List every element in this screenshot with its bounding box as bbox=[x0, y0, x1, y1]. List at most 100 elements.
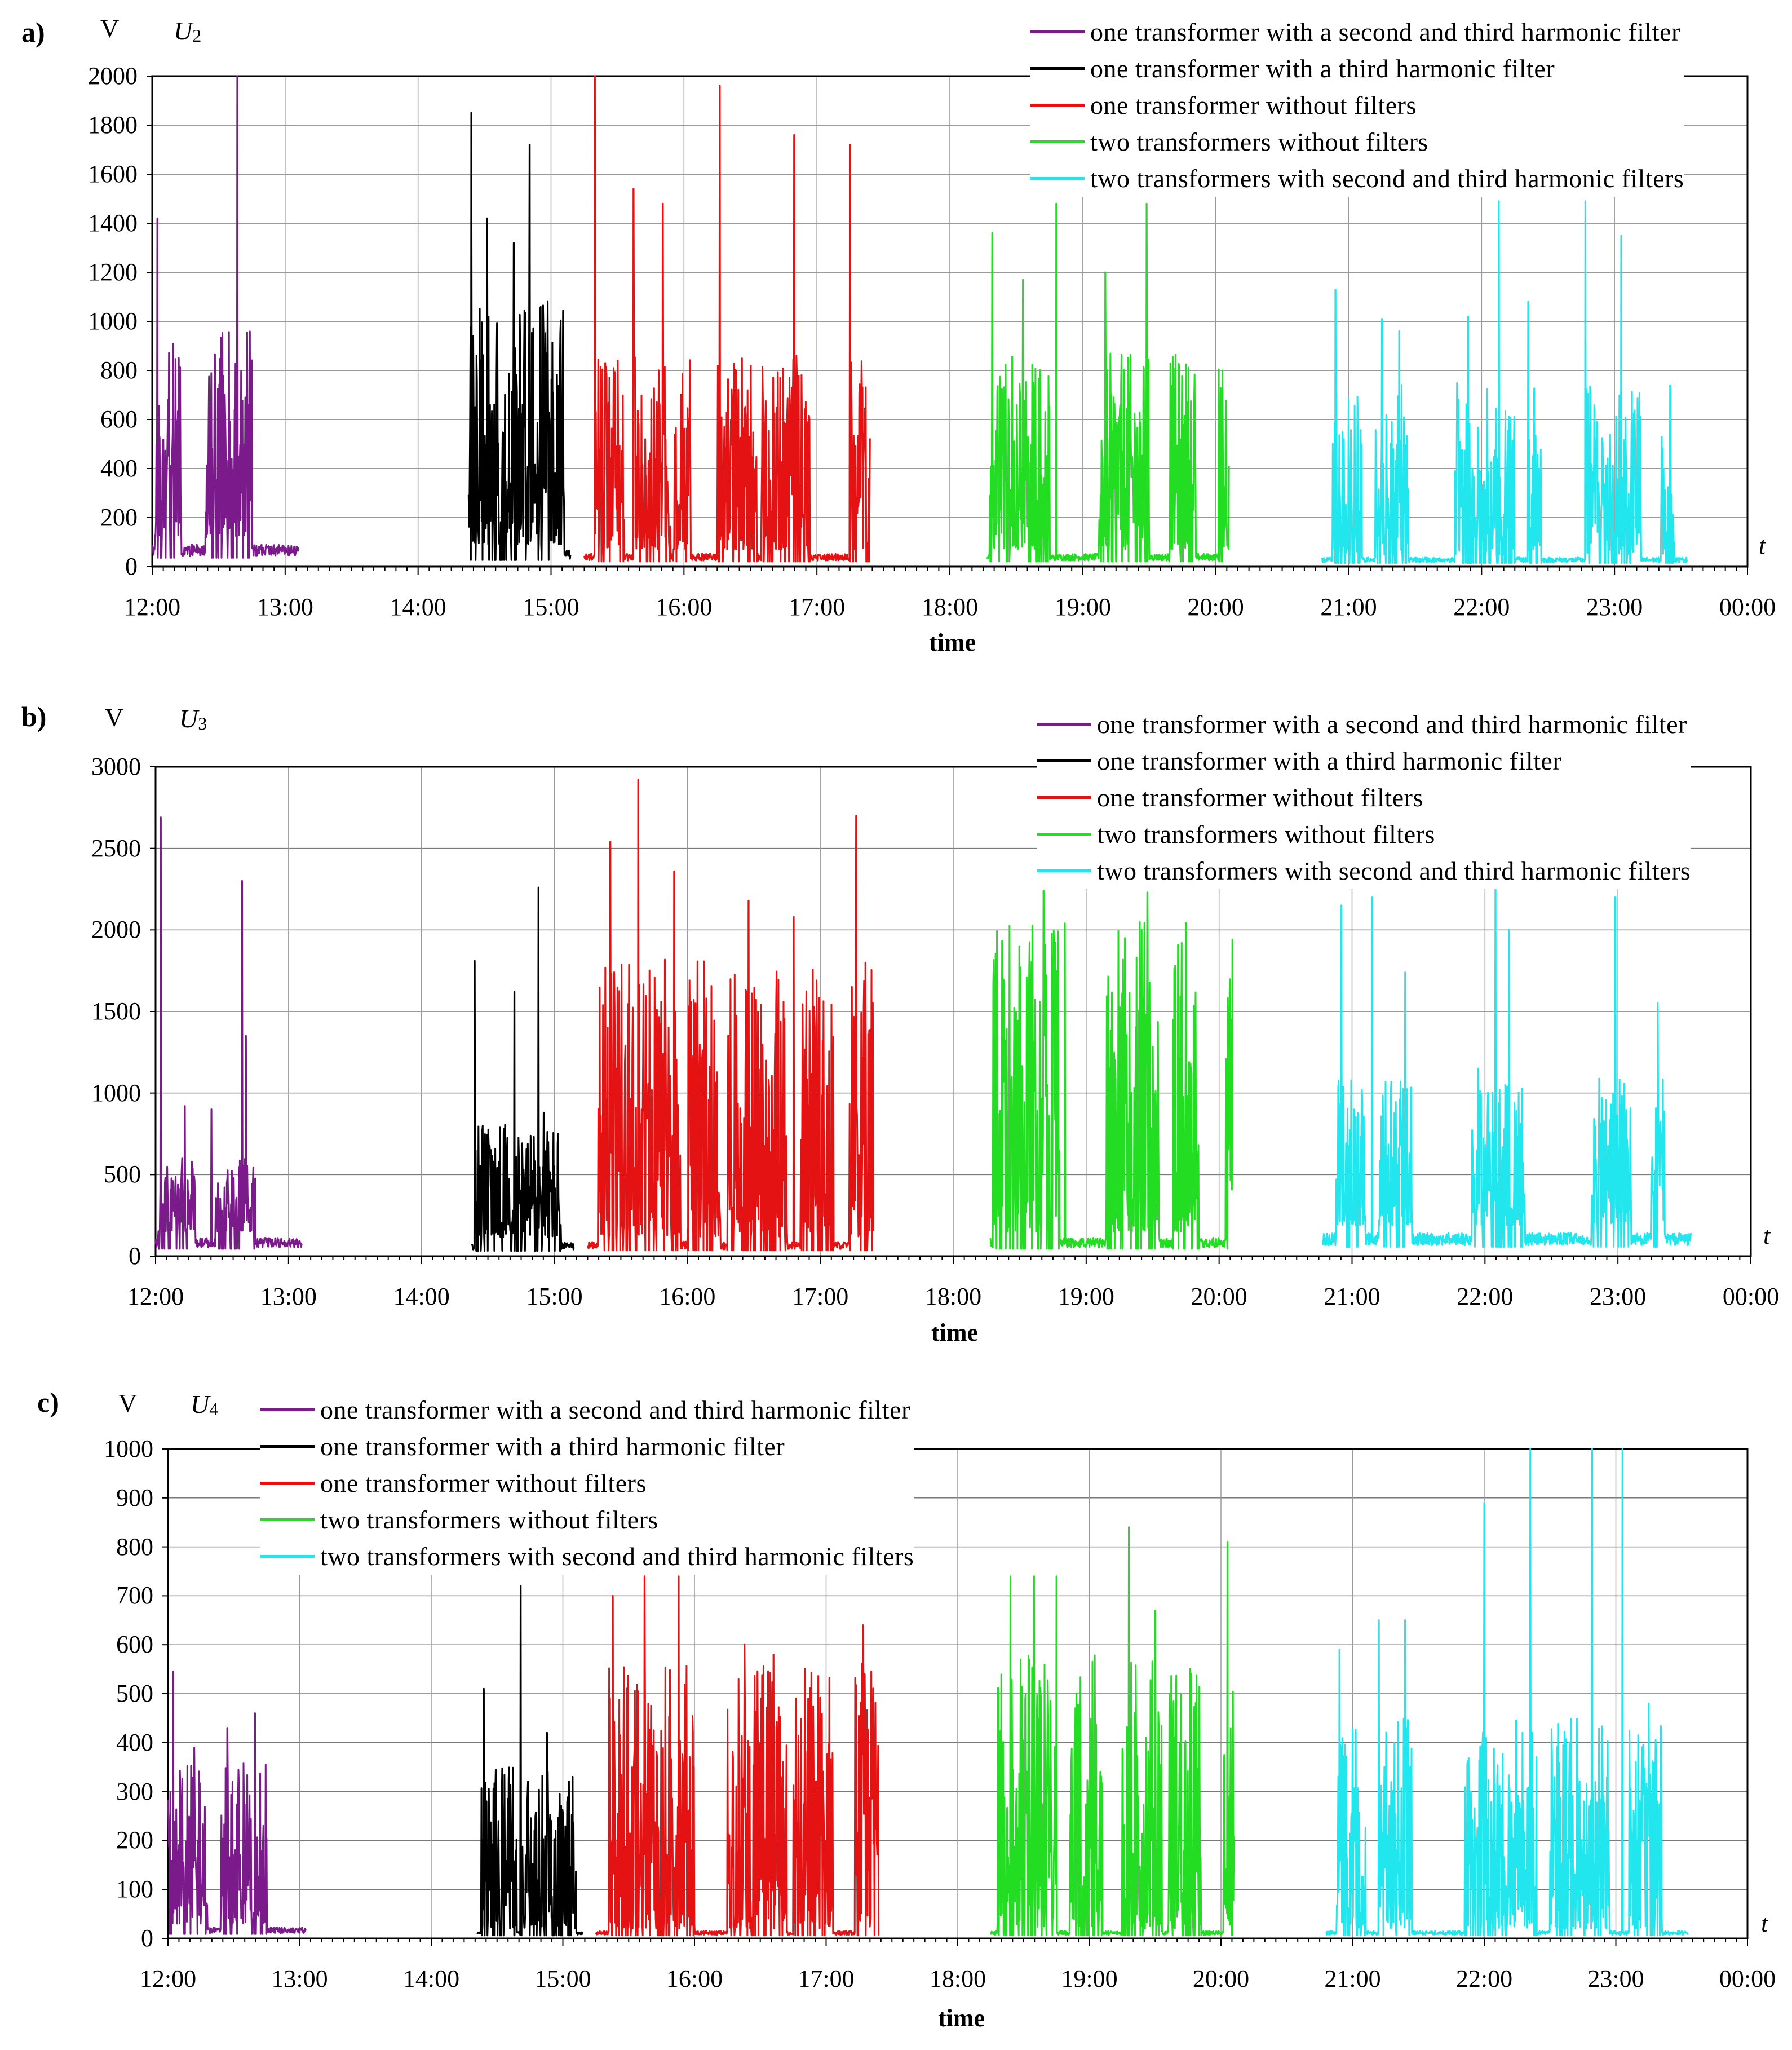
series-line bbox=[595, 1575, 880, 1937]
series-line bbox=[989, 890, 1233, 1250]
y-tick-label: 0 bbox=[141, 1924, 153, 1952]
x-tick-label: 18:00 bbox=[921, 593, 979, 621]
x-tick-label: 12:00 bbox=[127, 1283, 184, 1310]
legend-swatch bbox=[1037, 723, 1091, 726]
legend-swatch bbox=[1030, 30, 1085, 33]
y-tick-label: 500 bbox=[104, 1160, 141, 1189]
y-tick-label: 1600 bbox=[88, 160, 138, 188]
legend-text: one transformer without filters bbox=[1090, 91, 1417, 120]
series-line bbox=[154, 816, 303, 1250]
x-tick-label: 15:00 bbox=[534, 1965, 591, 1992]
series-line bbox=[1325, 1448, 1689, 1937]
legend-text: two transformers with second and third h… bbox=[1090, 164, 1684, 193]
legend-swatch bbox=[1037, 869, 1091, 872]
legend-item: one transformer with a third harmonic fi… bbox=[1030, 50, 1684, 87]
legend-text: one transformer with a third harmonic fi… bbox=[1090, 54, 1555, 83]
x-tick-label: 17:00 bbox=[798, 1965, 855, 1992]
legend-text: two transformers with second and third h… bbox=[1097, 856, 1691, 885]
legend-swatch bbox=[260, 1445, 315, 1448]
legend-text: one transformer without filters bbox=[320, 1469, 647, 1497]
legend-item: one transformer without filters bbox=[260, 1465, 914, 1501]
series-line bbox=[583, 75, 871, 563]
legend-swatch bbox=[1037, 796, 1091, 799]
legend-item: one transformer without filters bbox=[1030, 87, 1684, 123]
x-tick-label: 13:00 bbox=[260, 1283, 317, 1310]
x-tick-label: 12:00 bbox=[139, 1965, 197, 1992]
y-tick-label: 2000 bbox=[88, 62, 138, 90]
x-tick-label: 16:00 bbox=[659, 1283, 716, 1310]
y-tick-label: 300 bbox=[116, 1777, 153, 1805]
legend-text: one transformer with a third harmonic fi… bbox=[320, 1432, 785, 1461]
series-line bbox=[476, 1585, 583, 1937]
legend-item: two transformers with second and third h… bbox=[1037, 852, 1691, 889]
panel-b: b) V U3 time t one transformer with a se… bbox=[0, 688, 1792, 1364]
y-tick-label: 2000 bbox=[91, 916, 141, 944]
legend-text: two transformers without filters bbox=[1097, 820, 1435, 849]
legend-swatch bbox=[1030, 140, 1085, 143]
panel-letter: a) bbox=[21, 16, 45, 48]
x-tick-label: 13:00 bbox=[271, 1965, 328, 1992]
legend: one transformer with a second and third … bbox=[1037, 706, 1691, 889]
x-tick-label: 18:00 bbox=[929, 1965, 986, 1992]
y-tick-label: 800 bbox=[100, 356, 138, 384]
y-tick-label: 700 bbox=[116, 1581, 153, 1610]
y-tick-label: 600 bbox=[100, 405, 138, 433]
legend-item: two transformers with second and third h… bbox=[260, 1538, 914, 1575]
y-tick-label: 0 bbox=[125, 553, 138, 580]
legend-item: one transformer with a third harmonic fi… bbox=[1037, 743, 1691, 779]
x-axis-label: time bbox=[929, 629, 976, 656]
legend-text: two transformers without filters bbox=[1090, 127, 1428, 156]
x-tick-label: 23:00 bbox=[1587, 1965, 1644, 1992]
x-tick-label: 12:00 bbox=[123, 593, 181, 621]
y-tick-label: 1500 bbox=[91, 997, 141, 1025]
plot-u3 bbox=[150, 766, 1752, 1264]
legend-text: one transformer with a second and third … bbox=[1097, 710, 1687, 739]
x-tick-label: 15:00 bbox=[523, 593, 579, 621]
x-tick-label: 16:00 bbox=[656, 593, 713, 621]
y-unit-label: V bbox=[105, 703, 124, 732]
y-tick-label: 0 bbox=[129, 1242, 141, 1270]
legend: one transformer with a second and third … bbox=[1030, 14, 1684, 197]
x-tick-label: 19:00 bbox=[1057, 1283, 1114, 1310]
legend-swatch bbox=[1037, 759, 1091, 762]
y-tick-label: 200 bbox=[100, 503, 138, 531]
x-tick-label: 16:00 bbox=[666, 1965, 723, 1992]
x-tick-label: 22:00 bbox=[1455, 1965, 1513, 1992]
legend-text: two transformers without filters bbox=[320, 1505, 658, 1534]
x-tick-label: 22:00 bbox=[1457, 1283, 1514, 1310]
legend-text: one transformer without filters bbox=[1097, 783, 1423, 812]
x-tick-label: 20:00 bbox=[1191, 1283, 1247, 1310]
legend-swatch bbox=[260, 1408, 315, 1411]
y-tick-label: 600 bbox=[116, 1631, 153, 1659]
x-tick-label: 00:00 bbox=[1719, 593, 1776, 621]
y-tick-label: 3000 bbox=[91, 753, 141, 780]
x-tick-label: 15:00 bbox=[526, 1283, 583, 1310]
legend-swatch bbox=[260, 1518, 315, 1521]
series-line bbox=[151, 75, 299, 559]
legend-swatch bbox=[1037, 833, 1091, 836]
x-tick-label: 18:00 bbox=[924, 1283, 982, 1310]
series-line bbox=[471, 886, 575, 1252]
legend-item: one transformer with a second and third … bbox=[1037, 706, 1691, 743]
series-line bbox=[467, 112, 572, 561]
panel-a: a) V U2 time t one transformer with a se… bbox=[0, 0, 1792, 677]
legend-text: one transformer with a second and third … bbox=[320, 1395, 910, 1424]
legend-text: one transformer with a second and third … bbox=[1090, 17, 1680, 46]
x-tick-label: 21:00 bbox=[1324, 1965, 1381, 1992]
x-tick-label: 14:00 bbox=[390, 593, 446, 621]
y-tick-label: 1200 bbox=[88, 258, 138, 286]
panel-letter: c) bbox=[37, 1386, 59, 1418]
chart-title: U3 bbox=[179, 704, 207, 734]
legend-swatch bbox=[260, 1482, 315, 1485]
legend-text: one transformer with a third harmonic fi… bbox=[1097, 746, 1562, 775]
plot-u4 bbox=[162, 1448, 1749, 1946]
legend-item: one transformer without filters bbox=[1037, 779, 1691, 816]
t-axis-label: t bbox=[1761, 1910, 1768, 1937]
legend-item: two transformers without filters bbox=[1030, 123, 1684, 160]
y-tick-label: 2500 bbox=[91, 834, 141, 862]
legend-item: two transformers with second and third h… bbox=[1030, 160, 1684, 197]
x-axis-label: time bbox=[938, 2004, 985, 2032]
x-tick-label: 13:00 bbox=[256, 593, 313, 621]
legend-item: two transformers without filters bbox=[260, 1501, 914, 1538]
y-unit-label: V bbox=[100, 14, 120, 43]
